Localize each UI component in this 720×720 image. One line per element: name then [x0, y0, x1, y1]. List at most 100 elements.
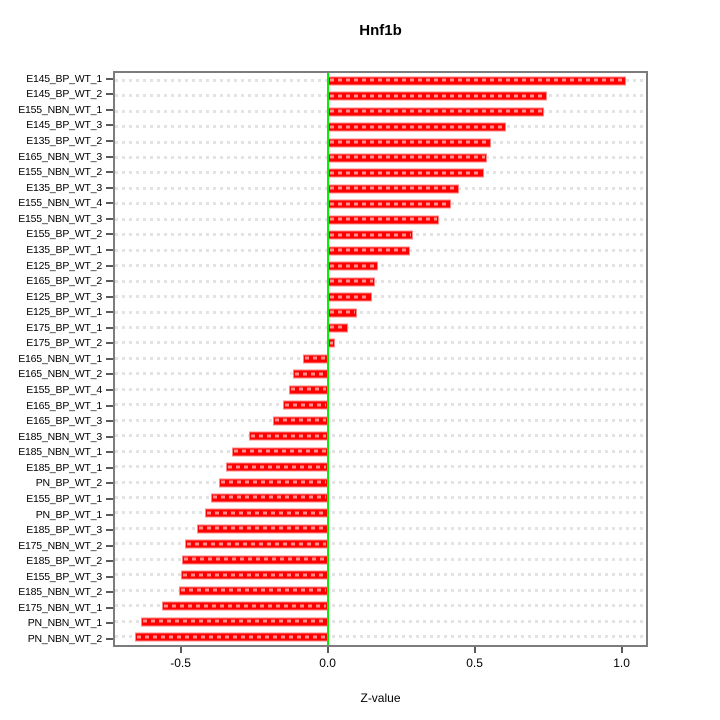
y-tick-row: E165_BP_WT_1 [0, 398, 113, 414]
bar-row [115, 274, 646, 289]
bar-E165_BP_WT_2 [327, 277, 375, 287]
bar-row [115, 629, 646, 644]
bar-E165_NBN_WT_2 [292, 369, 328, 379]
y-tick-mark [106, 513, 113, 516]
bar-row [115, 598, 646, 613]
y-tick-row: E185_BP_WT_3 [0, 522, 113, 538]
y-tick-label: E135_BP_WT_2 [26, 135, 102, 148]
y-tick-row: PN_NBN_WT_1 [0, 616, 113, 632]
bar-E165_BP_WT_1 [282, 400, 328, 410]
bar-E165_NBN_WT_1 [303, 354, 328, 364]
y-tick-mark [106, 280, 113, 283]
bar-row [115, 336, 646, 351]
bar-row [115, 444, 646, 459]
x-axis-title: Z-value [360, 691, 401, 705]
y-tick-mark [106, 264, 113, 267]
gridline [115, 279, 646, 283]
bar-E155_NBN_WT_1 [327, 107, 544, 117]
x-tick-mark [179, 647, 182, 653]
gridline [115, 557, 646, 561]
x-tick-label: 1.0 [613, 656, 630, 670]
y-tick-mark [106, 295, 113, 298]
y-tick-mark [106, 544, 113, 547]
gridline [115, 495, 646, 499]
y-tick-mark [106, 591, 113, 594]
y-tick-label: E155_BP_WT_3 [26, 570, 102, 583]
gridline [115, 403, 646, 407]
bar-row [115, 537, 646, 552]
bar-E175_NBN_WT_2 [185, 539, 328, 549]
bar-row [115, 367, 646, 382]
y-tick-row: E165_NBN_WT_1 [0, 351, 113, 367]
gridline [115, 465, 646, 469]
y-tick-row: E155_NBN_WT_3 [0, 211, 113, 227]
x-axis: -0.5 0.0 0.5 1.0 [113, 647, 648, 683]
y-tick-row: E135_BP_WT_1 [0, 242, 113, 258]
gridline [115, 588, 646, 592]
bar-E145_BP_WT_1 [327, 76, 626, 86]
y-tick-row: E145_BP_WT_3 [0, 118, 113, 134]
y-tick-mark [106, 108, 113, 111]
y-tick-label: E185_BP_WT_1 [26, 461, 102, 474]
gridline [115, 387, 646, 391]
bar-row [115, 228, 646, 243]
bar-E185_NBN_WT_2 [179, 586, 328, 596]
y-tick-mark [106, 420, 113, 423]
gridline [115, 511, 646, 515]
bar-row [115, 243, 646, 258]
y-tick-mark [106, 373, 113, 376]
y-tick-label: PN_BP_WT_1 [35, 508, 102, 521]
y-tick-label: E165_NBN_WT_3 [18, 150, 102, 163]
bar-row [115, 197, 646, 212]
y-tick-label: E125_BP_WT_2 [26, 259, 102, 272]
bar-E155_NBN_WT_2 [327, 168, 485, 178]
y-tick-mark [106, 560, 113, 563]
bar-E135_BP_WT_1 [327, 246, 410, 256]
y-tick-label: E155_NBN_WT_2 [18, 166, 102, 179]
gridline [115, 434, 646, 438]
y-tick-mark [106, 311, 113, 314]
y-tick-label: E165_BP_WT_2 [26, 275, 102, 288]
y-tick-label: E145_BP_WT_3 [26, 119, 102, 132]
bar-E175_BP_WT_2 [327, 338, 336, 348]
y-tick-label: PN_BP_WT_2 [35, 477, 102, 490]
bar-row [115, 614, 646, 629]
y-tick-row: E185_BP_WT_2 [0, 553, 113, 569]
y-tick-row: E175_NBN_WT_2 [0, 538, 113, 554]
gridline [115, 573, 646, 577]
y-tick-row: E175_BP_WT_1 [0, 320, 113, 336]
bar-E185_NBN_WT_1 [231, 447, 328, 457]
bar-row [115, 289, 646, 304]
y-tick-row: E145_BP_WT_2 [0, 87, 113, 103]
y-tick-label: E155_BP_WT_1 [26, 492, 102, 505]
y-tick-mark [106, 233, 113, 236]
bar-row [115, 104, 646, 119]
gridline [115, 449, 646, 453]
bar-row [115, 382, 646, 397]
bar-E155_BP_WT_4 [288, 385, 328, 395]
y-tick-mark [106, 529, 113, 532]
bar-E145_BP_WT_2 [327, 91, 547, 101]
y-tick-label: E175_BP_WT_2 [26, 337, 102, 350]
bar-E185_BP_WT_1 [225, 462, 328, 472]
gridline [115, 372, 646, 376]
bars-container [115, 73, 646, 645]
y-tick-mark [106, 202, 113, 205]
gridline [115, 325, 646, 329]
y-tick-mark [106, 217, 113, 220]
bar-row [115, 568, 646, 583]
bar-E135_BP_WT_3 [327, 184, 460, 194]
gridline [115, 526, 646, 530]
bar-E155_NBN_WT_4 [327, 199, 451, 209]
y-tick-label: E145_BP_WT_1 [26, 72, 102, 85]
bar-PN_BP_WT_1 [205, 508, 328, 518]
bar-row [115, 521, 646, 536]
bar-row [115, 583, 646, 598]
bar-E145_BP_WT_3 [327, 122, 506, 132]
bar-row [115, 305, 646, 320]
y-tick-mark [106, 171, 113, 174]
y-tick-mark [106, 404, 113, 407]
y-tick-row: E165_BP_WT_2 [0, 273, 113, 289]
bar-row [115, 212, 646, 227]
bar-row [115, 135, 646, 150]
